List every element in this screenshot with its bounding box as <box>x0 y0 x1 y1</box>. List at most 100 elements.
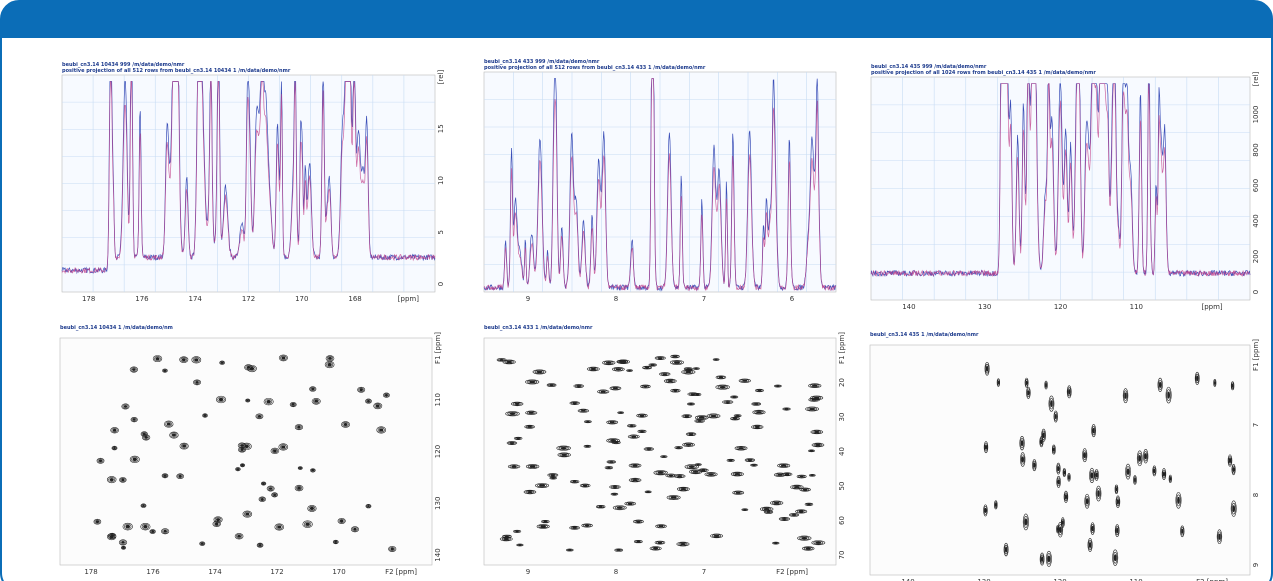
cross-peak <box>1157 377 1163 393</box>
cross-peak <box>119 477 127 483</box>
cross-peak <box>182 444 187 448</box>
cross-peak <box>357 386 366 393</box>
cross-peak <box>653 547 659 550</box>
y-tick-label: 15 <box>437 124 445 133</box>
cross-peak <box>798 510 804 513</box>
cross-peak <box>690 393 696 396</box>
cross-peak <box>808 449 815 452</box>
cross-peak <box>112 446 117 450</box>
x-tick-label: 7 <box>702 568 706 576</box>
cross-peak <box>597 505 605 508</box>
cross-peak <box>665 473 677 478</box>
cross-peak <box>1041 430 1046 440</box>
cross-peak <box>202 413 208 418</box>
cross-peak <box>598 505 603 508</box>
cross-peak <box>585 420 591 423</box>
cross-peak <box>124 523 132 530</box>
cross-peak <box>609 484 621 489</box>
cross-peak <box>1021 456 1024 463</box>
cross-peak <box>524 424 535 429</box>
cross-peak <box>499 359 504 361</box>
cross-peak <box>1116 527 1119 534</box>
cross-peak <box>614 548 624 552</box>
cross-peak <box>808 383 822 389</box>
cross-peak <box>499 536 513 542</box>
cross-peak <box>504 360 514 364</box>
cross-peak <box>513 529 522 533</box>
cross-peak <box>332 539 339 545</box>
cross-peak <box>773 542 779 545</box>
cross-peak <box>258 496 266 502</box>
cross-peak <box>584 420 592 424</box>
y-tick-label: 10 <box>437 176 445 185</box>
cross-peak <box>756 411 762 414</box>
cross-peak <box>630 463 640 468</box>
y-tick-label: F1 [ppm] <box>434 332 442 364</box>
cross-peak <box>1090 522 1095 535</box>
cross-peak <box>994 501 998 509</box>
cross-peak <box>738 378 751 383</box>
cross-peak <box>597 389 610 394</box>
cross-peak <box>754 425 760 429</box>
cross-peak <box>311 398 321 405</box>
cross-peak <box>805 406 819 412</box>
cross-peak <box>660 372 669 376</box>
cross-peak <box>290 402 296 407</box>
cross-peak <box>1232 465 1236 474</box>
cross-peak <box>773 501 780 505</box>
cross-peak <box>525 425 534 429</box>
cross-peak <box>609 421 615 424</box>
cross-peak <box>526 411 536 415</box>
cross-peak <box>726 458 735 462</box>
cross-peak <box>235 533 243 539</box>
cross-peak <box>637 414 647 418</box>
cross-peak <box>268 487 273 490</box>
cross-peak <box>586 420 590 423</box>
cross-peak <box>799 536 810 540</box>
cross-peak <box>257 414 262 418</box>
cross-peak <box>162 368 168 373</box>
cross-peak <box>1091 424 1097 438</box>
x-tick-label: F2 [ppm] <box>776 568 808 576</box>
cross-peak <box>192 357 200 363</box>
cross-peak <box>813 540 824 545</box>
cross-peak <box>517 543 523 547</box>
cross-peak <box>633 519 644 524</box>
cross-peak <box>140 503 147 508</box>
x-tick-label: F2 [ppm] <box>385 568 417 576</box>
cross-peak <box>983 441 989 454</box>
cross-peak <box>327 362 332 367</box>
cross-peak <box>1053 410 1058 423</box>
cross-peak <box>794 485 800 489</box>
cross-peak <box>1161 468 1167 481</box>
cross-peak <box>203 414 207 417</box>
cross-peak <box>649 363 656 367</box>
cross-peak <box>341 421 350 428</box>
cross-peak <box>334 540 338 543</box>
cross-peak <box>1213 379 1217 387</box>
cross-peak <box>809 450 814 452</box>
cross-peak <box>339 519 344 523</box>
cross-peak <box>1169 477 1172 481</box>
cross-peak <box>1133 475 1137 485</box>
cross-peak <box>676 446 681 449</box>
cross-peak <box>780 517 789 521</box>
x-tick-label: 170 <box>295 295 308 303</box>
cross-peak <box>246 399 249 402</box>
cross-peak <box>584 445 591 448</box>
cross-peak <box>1162 471 1166 477</box>
cross-peak <box>1004 546 1008 553</box>
y-tick-label: 0 <box>1252 290 1260 294</box>
cross-peak <box>755 388 764 393</box>
cross-peak <box>610 485 620 489</box>
cross-peak <box>1227 454 1233 467</box>
cross-peak <box>111 445 118 451</box>
cross-peak <box>680 488 687 491</box>
cross-peak <box>1125 466 1131 478</box>
cross-peak <box>352 527 358 532</box>
cross-peak <box>1056 526 1059 533</box>
cross-peak <box>291 403 295 406</box>
panel: beubi_cn3.14 435 1 /m/data/demo/nmr 140 13… <box>869 332 1260 581</box>
cross-peak <box>1158 381 1162 388</box>
cross-peak <box>1025 380 1028 386</box>
